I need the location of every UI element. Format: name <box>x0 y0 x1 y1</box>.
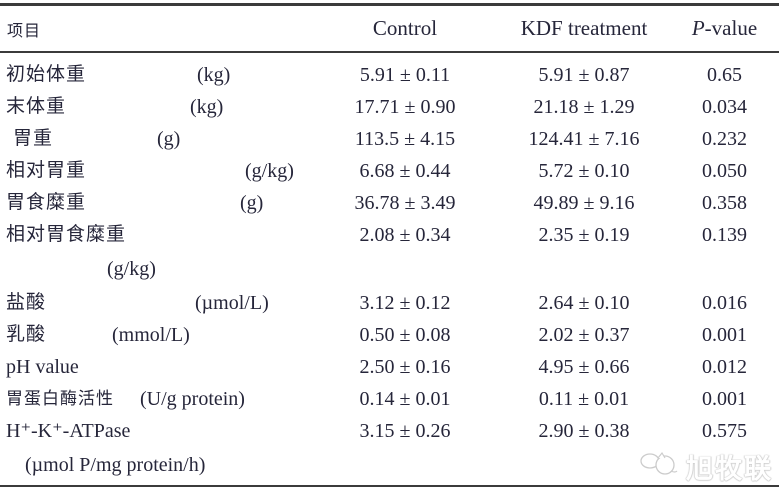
table-row: 胃蛋白酶活性 (U/g protein) 0.14 ± 0.01 0.11 ± … <box>0 383 779 415</box>
row-label-cell: 胃重 (g) <box>0 123 312 155</box>
row-unit: (g) <box>240 192 264 214</box>
table-row: 末体重 (kg) 17.71 ± 0.90 21.18 ± 1.29 0.034 <box>0 91 779 123</box>
table-bottom-border <box>0 485 779 487</box>
kdf-value: 2.35 ± 0.19 <box>538 224 630 246</box>
row-label-cell: 相对胃重 (g/kg) <box>0 155 312 187</box>
p-value: 0.050 <box>702 160 747 182</box>
row-label: 盐酸 <box>6 292 47 313</box>
kdf-value: 2.02 ± 0.37 <box>538 324 630 346</box>
header-p-value: P-value <box>670 16 779 41</box>
p-value: 0.012 <box>702 356 747 378</box>
row-label-cell: 盐酸 (µmol/L) <box>0 287 312 319</box>
row-unit: (U/g protein) <box>140 388 245 410</box>
control-value: 3.12 ± 0.12 <box>359 292 451 314</box>
row-label-cell: 末体重 (kg) <box>0 91 312 123</box>
control-value: 6.68 ± 0.44 <box>359 160 451 182</box>
kdf-value: 21.18 ± 1.29 <box>533 96 635 118</box>
kdf-value: 5.91 ± 0.87 <box>538 64 630 86</box>
table-top-border <box>0 3 779 6</box>
p-value: 0.034 <box>702 96 747 118</box>
row-unit: (g/kg) <box>107 258 156 280</box>
row-unit: (g/kg) <box>245 160 294 182</box>
row-label: 胃重 <box>13 128 54 149</box>
table-row: 胃食糜重 (g) 36.78 ± 3.49 49.89 ± 9.16 0.358 <box>0 187 779 219</box>
header-control: Control <box>372 16 438 40</box>
row-label: 末体重 <box>6 96 67 117</box>
header-item: 项目 <box>7 22 42 40</box>
row-unit: (kg) <box>190 96 224 118</box>
kdf-value: 5.72 ± 0.10 <box>538 160 630 182</box>
row-unit: (µmol P/mg protein/h) <box>25 454 206 476</box>
control-value: 3.15 ± 0.26 <box>359 420 451 442</box>
row-unit: (µmol/L) <box>195 292 269 314</box>
header-underline <box>0 51 779 53</box>
row-unit: (g) <box>157 128 181 150</box>
kdf-value: 0.11 ± 0.01 <box>538 388 630 410</box>
header-p-rest: -value <box>704 16 758 40</box>
row-label: 相对胃食糜重 <box>6 224 127 245</box>
table-row: H⁺-K⁺-ATPase (µmol P/mg protein/h) 3.15 … <box>0 415 779 483</box>
row-label: 相对胃重 <box>6 160 87 181</box>
table-row: 初始体重 (kg) 5.91 ± 0.11 5.91 ± 0.87 0.65 <box>0 59 779 91</box>
row-label: 胃食糜重 <box>6 192 87 213</box>
row-label-cell: 乳酸 (mmol/L) <box>0 319 312 351</box>
control-value: 0.14 ± 0.01 <box>359 388 451 410</box>
header-kdf-treatment: KDF treatment <box>520 16 648 40</box>
p-value: 0.358 <box>702 192 747 214</box>
table-row: 乳酸 (mmol/L) 0.50 ± 0.08 2.02 ± 0.37 0.00… <box>0 319 779 351</box>
row-label-cell: pH value <box>0 351 312 384</box>
row-label: 胃蛋白酶活性 <box>6 389 114 408</box>
p-value: 0.001 <box>702 324 747 346</box>
p-value: 0.65 <box>707 64 742 86</box>
row-label-cell: H⁺-K⁺-ATPase (µmol P/mg protein/h) <box>0 415 312 483</box>
kdf-value: 2.90 ± 0.38 <box>538 420 630 442</box>
p-value: 0.139 <box>702 224 747 246</box>
row-label-cell: 相对胃食糜重 (g/kg) <box>0 219 312 287</box>
table-header-row: 项目 Control KDF treatment P-value <box>0 6 779 51</box>
row-label-cell: 胃食糜重 (g) <box>0 187 312 219</box>
header-p-italic: P <box>691 16 705 40</box>
table-row: 盐酸 (µmol/L) 3.12 ± 0.12 2.64 ± 0.10 0.01… <box>0 287 779 319</box>
row-label: 乳酸 <box>6 324 47 345</box>
row-unit: (kg) <box>197 64 231 86</box>
control-value: 2.08 ± 0.34 <box>359 224 451 246</box>
table-row: 胃重 (g) 113.5 ± 4.15 124.41 ± 7.16 0.232 <box>0 123 779 155</box>
row-label: pH value <box>6 356 79 378</box>
kdf-value: 4.95 ± 0.66 <box>538 356 630 378</box>
table-row: pH value 2.50 ± 0.16 4.95 ± 0.66 0.012 <box>0 351 779 383</box>
p-value: 0.575 <box>702 420 747 442</box>
kdf-value: 124.41 ± 7.16 <box>528 128 640 150</box>
row-label: 初始体重 <box>6 64 87 85</box>
kdf-value: 2.64 ± 0.10 <box>538 292 630 314</box>
row-unit: (mmol/L) <box>112 324 190 346</box>
control-value: 36.78 ± 3.49 <box>354 192 456 214</box>
control-value: 5.91 ± 0.11 <box>359 64 451 86</box>
p-value: 0.016 <box>702 292 747 314</box>
row-label: H⁺-K⁺-ATPase <box>6 420 131 442</box>
kdf-value: 49.89 ± 9.16 <box>533 192 635 214</box>
control-value: 17.71 ± 0.90 <box>354 96 456 118</box>
p-value: 0.001 <box>702 388 747 410</box>
p-value: 0.232 <box>702 128 747 150</box>
table-body: 初始体重 (kg) 5.91 ± 0.11 5.91 ± 0.87 0.65 末… <box>0 53 779 483</box>
table-row: 相对胃食糜重 (g/kg) 2.08 ± 0.34 2.35 ± 0.19 0.… <box>0 219 779 287</box>
row-label-cell: 初始体重 (kg) <box>0 59 312 91</box>
control-value: 113.5 ± 4.15 <box>354 128 456 150</box>
table-row: 相对胃重 (g/kg) 6.68 ± 0.44 5.72 ± 0.10 0.05… <box>0 155 779 187</box>
control-value: 2.50 ± 0.16 <box>359 356 451 378</box>
control-value: 0.50 ± 0.08 <box>359 324 451 346</box>
row-label-cell: 胃蛋白酶活性 (U/g protein) <box>0 383 312 415</box>
